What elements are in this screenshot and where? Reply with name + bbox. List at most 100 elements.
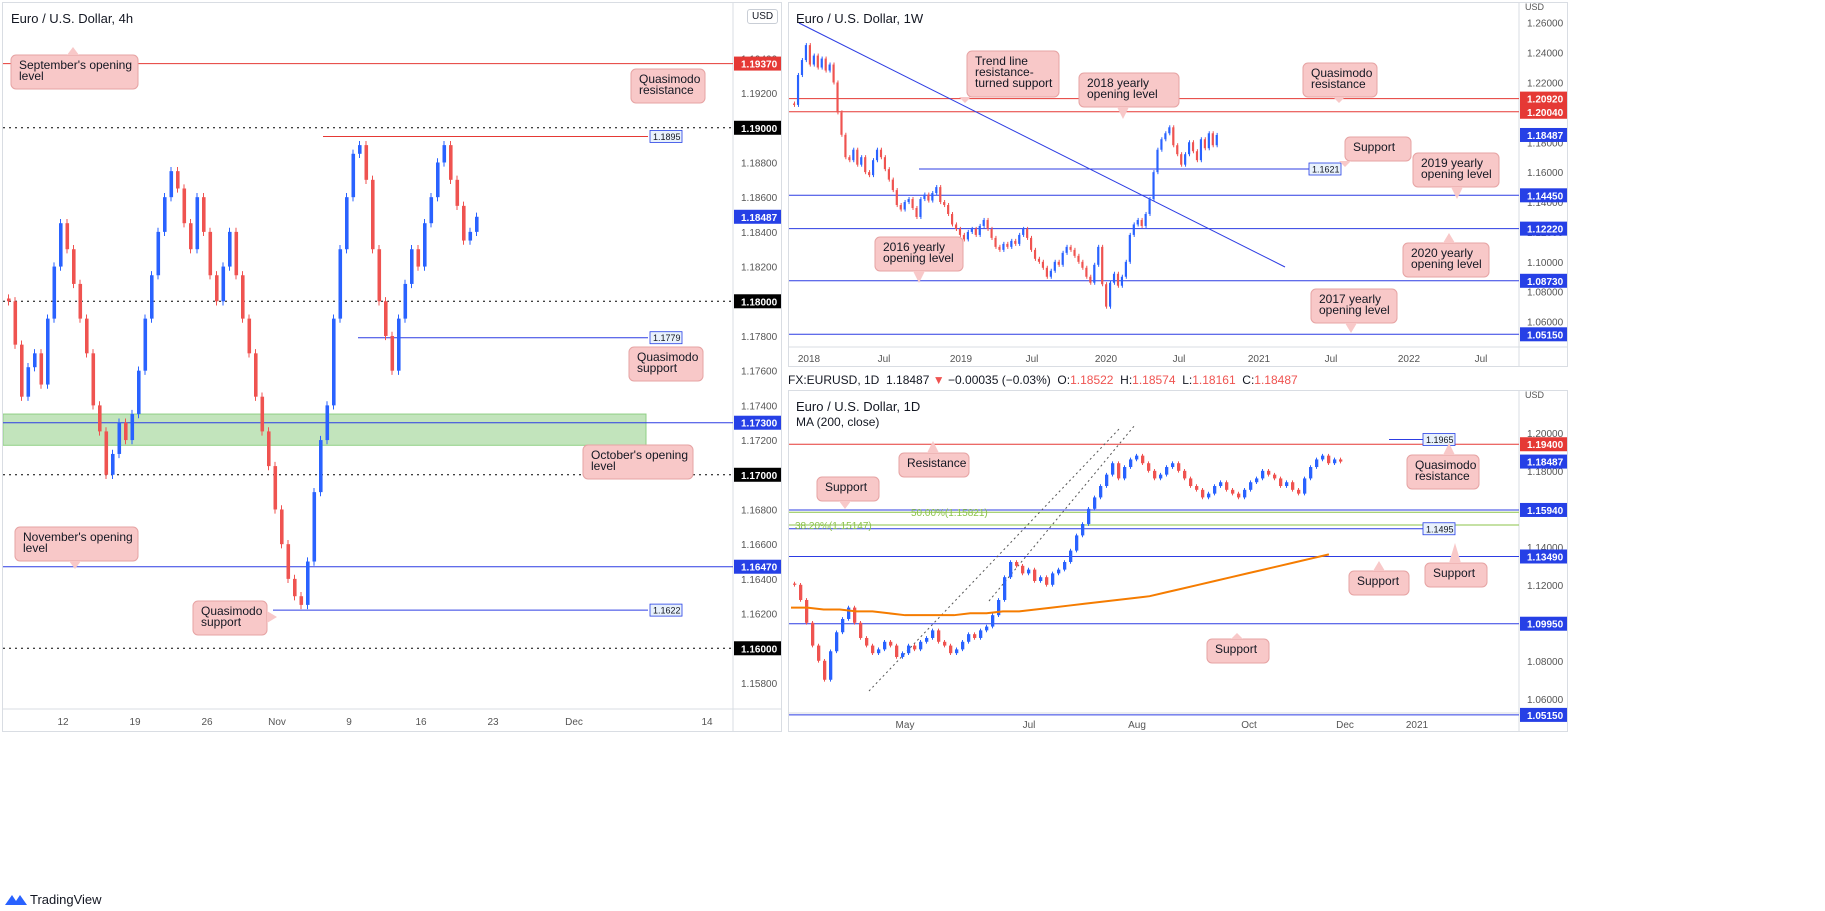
price-tag-label: 1.14450 [1527,191,1564,202]
candle-body [1014,240,1017,244]
candle-body [1309,467,1313,479]
candle-body [868,172,871,176]
candle-body [931,630,935,638]
level-value-label: 1.1779 [653,333,681,343]
indicator-label-ma200[interactable]: MA (200, close) [796,415,880,429]
candle-body [1297,489,1301,494]
y-tick-label: 1.17400 [741,401,778,412]
candle-body [1116,273,1120,286]
candle-body [1097,246,1100,265]
fib-level-label: 50.00%(1.15821) [911,508,988,519]
candle-body [887,169,890,180]
candle-body [1049,270,1052,277]
candle-body [1153,470,1157,479]
candle-body [1339,459,1343,462]
high-label: H: [1120,373,1133,387]
axis-unit-4h[interactable]: USD [747,9,779,24]
x-tick-label: Dec [1336,720,1354,731]
candle-body [1231,489,1235,494]
x-tick-label: 2019 [950,354,973,365]
candle-body [923,194,926,200]
candle-body [841,618,845,633]
candle-body [449,145,453,180]
price-tag-label: 1.05150 [1527,711,1564,722]
annotation-callout-d1-0: Resistance [898,441,970,478]
x-tick-label: 2020 [1095,354,1118,365]
candle-body [1225,482,1229,490]
candle-body [1093,497,1097,509]
y-tick-label: 1.12000 [1527,581,1564,592]
chart-canvas-1d[interactable]: 1.060001.080001.100001.120001.140001.160… [789,391,1568,732]
callout-text: turned support [975,76,1053,90]
candle-body [1132,224,1135,235]
callout-pointer [67,47,79,55]
chart-canvas-1w[interactable]: 1.060001.080001.100001.120001.140001.160… [789,3,1568,367]
candle-body [384,301,388,336]
candle-body [1321,455,1325,460]
candle-body [970,228,973,232]
x-tick-label: 2021 [1248,354,1271,365]
candle-body [189,223,193,250]
chart-panel-4h[interactable]: 1.15800 1.16000 1.16200 1.16400 1.16600 1.168… [2,2,782,732]
candle-body [967,634,971,642]
brand-name[interactable]: TradingView [30,892,102,907]
candle-body [273,466,278,510]
candle-body [280,509,284,545]
candle-body [267,431,271,467]
x-tick-label: Jul [1026,354,1039,365]
candle-body [143,318,148,371]
candle-body [828,64,831,71]
chart-panel-1d[interactable]: 1.060001.080001.100001.120001.140001.160… [788,390,1568,732]
candle-body [962,234,966,240]
candle-body [891,179,894,191]
callout-text: Quasimodo [637,350,699,364]
tradingview-logo-icon[interactable] [5,892,27,906]
symbol-info-bar: FX:EURUSD, 1D 1.18487 ▼ −0.00035 (−0.03%… [788,373,1298,387]
candle-body [215,275,219,302]
candle-body [176,171,180,189]
candle-body [260,396,265,432]
y-tick-label: 1.15800 [741,679,778,690]
chart-canvas-4h[interactable]: 1.15800 1.16000 1.16200 1.16400 1.16600 1.168… [3,3,782,732]
callout-text: level [19,69,44,83]
x-tick-label: Jul [1173,354,1186,365]
candle-body [1033,569,1037,581]
callout-text: support [201,615,242,629]
level-value-box [649,130,683,143]
candle-body [848,157,851,161]
price-tag-label: 1.18000 [741,297,778,308]
candle-body [847,607,851,619]
candle-body [856,149,859,165]
candle-body [1207,493,1211,498]
symbol-name[interactable]: FX:EURUSD, 1D [788,373,880,387]
chart-panel-1w[interactable]: 1.060001.080001.100001.120001.140001.160… [788,2,1568,367]
candle-body [1207,133,1210,149]
callout-pointer [1333,97,1345,103]
x-tick-label: Jul [1023,720,1036,731]
candle-body [1141,455,1145,464]
candle-body [978,225,981,235]
demand-zone [3,413,647,446]
price-tag-box [734,209,781,224]
callout-pointer [267,611,277,623]
callout-text: opening level [1087,87,1158,101]
price-change: −0.00035 (−0.03%) [948,373,1051,387]
price-tag-box [1520,327,1567,342]
fib-level-label: 38.20%(1.15147) [795,521,872,532]
candle-body [979,630,983,638]
callout-text: 2020 yearly [1411,246,1473,260]
candle-body [26,367,31,397]
candle-body [1199,139,1203,161]
price-tag-label: 1.18487 [1527,131,1564,142]
x-tick-label: 16 [415,717,427,728]
candle-body [351,153,356,198]
open-value: 1.18522 [1070,373,1114,387]
candle-body [475,216,479,232]
x-tick-label: Jul [1475,354,1488,365]
ma200-line [791,553,1330,617]
x-tick-label: 2021 [1406,720,1429,731]
